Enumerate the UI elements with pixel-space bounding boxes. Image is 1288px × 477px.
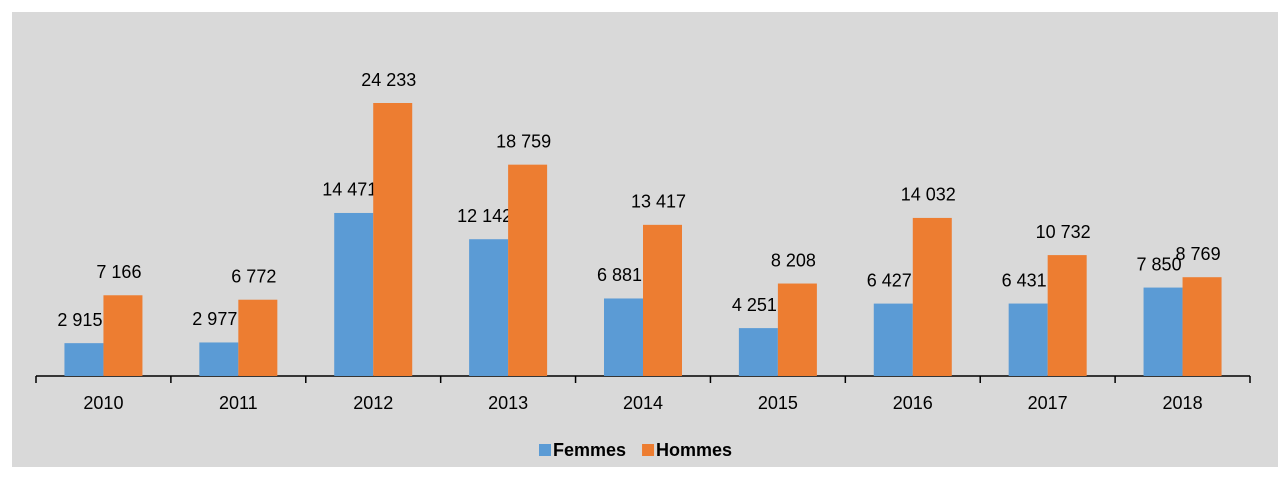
bar: [1008, 303, 1048, 376]
data-label: 14 032: [901, 185, 956, 205]
data-label: 2 977: [192, 309, 237, 329]
x-tick-label: 2014: [623, 393, 663, 413]
data-label: 18 759: [496, 131, 551, 151]
bar: [64, 343, 104, 376]
bar: [508, 164, 548, 376]
legend-swatch: [539, 444, 551, 456]
bar: [1047, 255, 1087, 376]
x-tick-label: 2015: [758, 393, 798, 413]
data-label: 14 471: [322, 180, 377, 200]
x-tick-label: 2018: [1163, 393, 1203, 413]
bar: [1143, 287, 1183, 376]
x-tick-label: 2011: [219, 393, 258, 413]
bar: [1182, 277, 1222, 376]
bar: [103, 295, 143, 376]
bar: [604, 298, 643, 376]
data-label: 6 772: [231, 266, 276, 286]
x-tick-label: 2010: [83, 393, 123, 413]
data-label: 6 881: [597, 265, 642, 285]
x-tick-label: 2013: [488, 393, 528, 413]
data-label: 10 732: [1036, 222, 1091, 242]
bar: [738, 328, 778, 376]
data-label: 7 166: [96, 262, 141, 282]
x-tick-label: 2012: [353, 393, 393, 413]
data-label: 24 233: [361, 70, 416, 90]
x-tick-label: 2016: [893, 393, 933, 413]
legend-swatch: [642, 444, 655, 456]
data-label: 2 915: [57, 310, 102, 330]
data-label: 13 417: [631, 192, 686, 212]
bar: [334, 212, 374, 376]
bar: [912, 217, 952, 376]
legend-label: Hommes: [656, 440, 732, 460]
x-tick-label: 2017: [1028, 393, 1068, 413]
data-label: 8 769: [1176, 244, 1221, 264]
bar: [238, 299, 278, 376]
data-label: 4 251: [732, 295, 777, 315]
legend-label: Femmes: [553, 440, 626, 460]
bar: [373, 103, 413, 376]
data-label: 6 427: [867, 270, 912, 290]
data-label: 8 208: [771, 250, 816, 270]
bar: [199, 342, 239, 376]
bar: [643, 224, 682, 376]
bar: [873, 303, 913, 376]
data-label: 12 142: [457, 206, 512, 226]
data-label: 7 850: [1137, 254, 1182, 274]
data-label: 6 431: [1002, 270, 1047, 290]
bar: [469, 239, 509, 376]
bar: [777, 283, 817, 376]
